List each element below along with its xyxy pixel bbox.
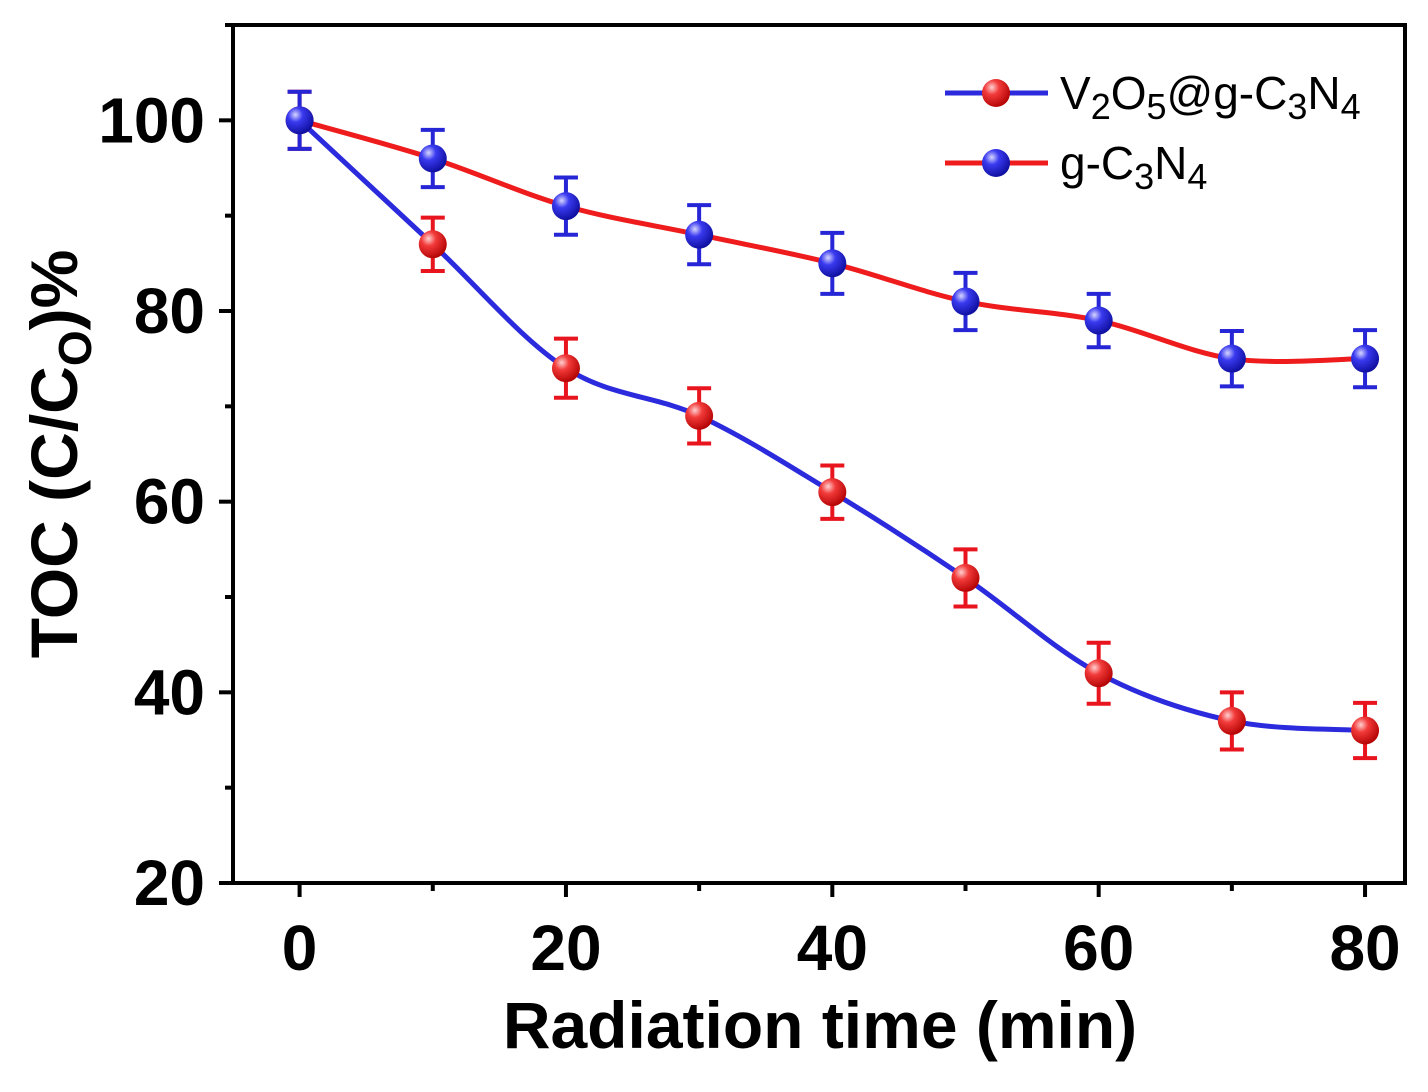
legend-marker-1 bbox=[982, 79, 1010, 107]
y-tick-label: 20 bbox=[134, 847, 205, 919]
data-point bbox=[685, 220, 714, 249]
data-point bbox=[951, 287, 980, 316]
x-axis-title: Radiation time (min) bbox=[503, 988, 1137, 1062]
data-point bbox=[1084, 659, 1113, 688]
x-tick-label: 60 bbox=[1063, 912, 1134, 984]
legend-label-2: g-C3N4 bbox=[1060, 137, 1207, 197]
x-tick-label: 20 bbox=[530, 912, 601, 984]
data-point bbox=[551, 192, 580, 221]
data-point bbox=[418, 230, 447, 259]
x-tick-label: 0 bbox=[282, 912, 318, 984]
data-point bbox=[1351, 716, 1380, 745]
y-tick-label: 40 bbox=[134, 656, 205, 728]
data-point bbox=[1217, 344, 1246, 373]
data-point bbox=[1351, 344, 1380, 373]
series-2-points bbox=[285, 89, 1380, 390]
data-point bbox=[818, 249, 847, 278]
y-axis-title: TOC (C/CO)% bbox=[17, 250, 101, 659]
data-point bbox=[285, 106, 314, 135]
legend-marker-2 bbox=[982, 149, 1010, 177]
data-point bbox=[1217, 706, 1246, 735]
data-point bbox=[818, 478, 847, 507]
data-point bbox=[1084, 306, 1113, 335]
series-1-points bbox=[285, 89, 1380, 761]
x-tick-label: 40 bbox=[797, 912, 868, 984]
y-tick-label: 60 bbox=[134, 466, 205, 538]
y-tick-label: 100 bbox=[98, 84, 205, 156]
plot-frame bbox=[231, 23, 1407, 885]
x-tick-label: 80 bbox=[1329, 912, 1400, 984]
data-point bbox=[418, 144, 447, 173]
data-point bbox=[551, 354, 580, 383]
y-tick-label: 80 bbox=[134, 275, 205, 347]
data-point bbox=[685, 401, 714, 430]
series-line-1 bbox=[297, 118, 1366, 733]
data-point bbox=[951, 563, 980, 592]
legend-label-1: V2O5@g-C3N4 bbox=[1060, 67, 1361, 127]
